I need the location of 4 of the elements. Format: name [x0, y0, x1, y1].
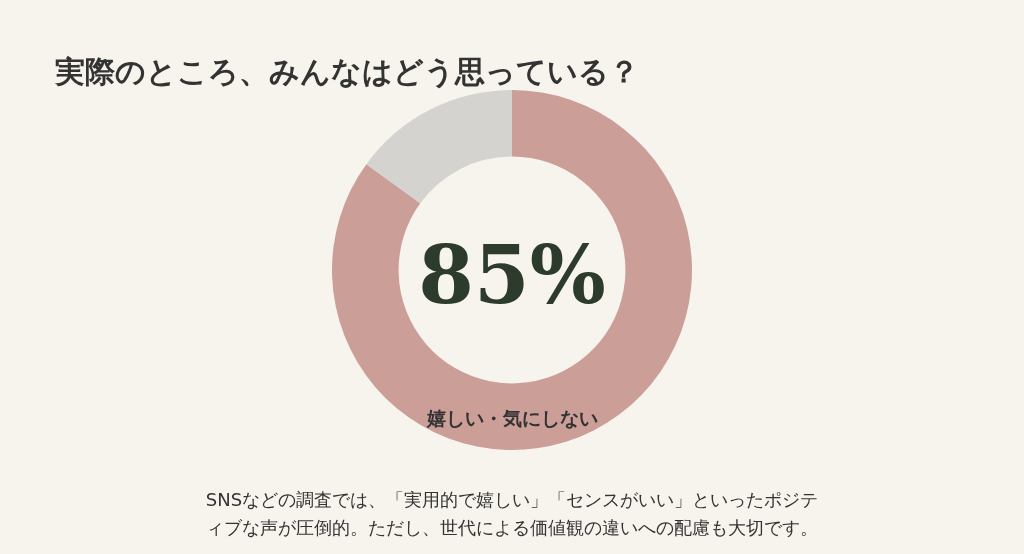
text: SNSなどの調査では、「実用的で嬉しい」「センスがいい」といったポジティブな声が圧倒的。ただし、世代による価値観の違いへの配慮も大切です。 [204, 488, 820, 540]
chart-title: 実際のところ、みんなはどう思っている？ [55, 53, 639, 91]
slice-label: 嬉しい・気にしない [425, 406, 598, 429]
data-label: 85% [418, 227, 606, 322]
